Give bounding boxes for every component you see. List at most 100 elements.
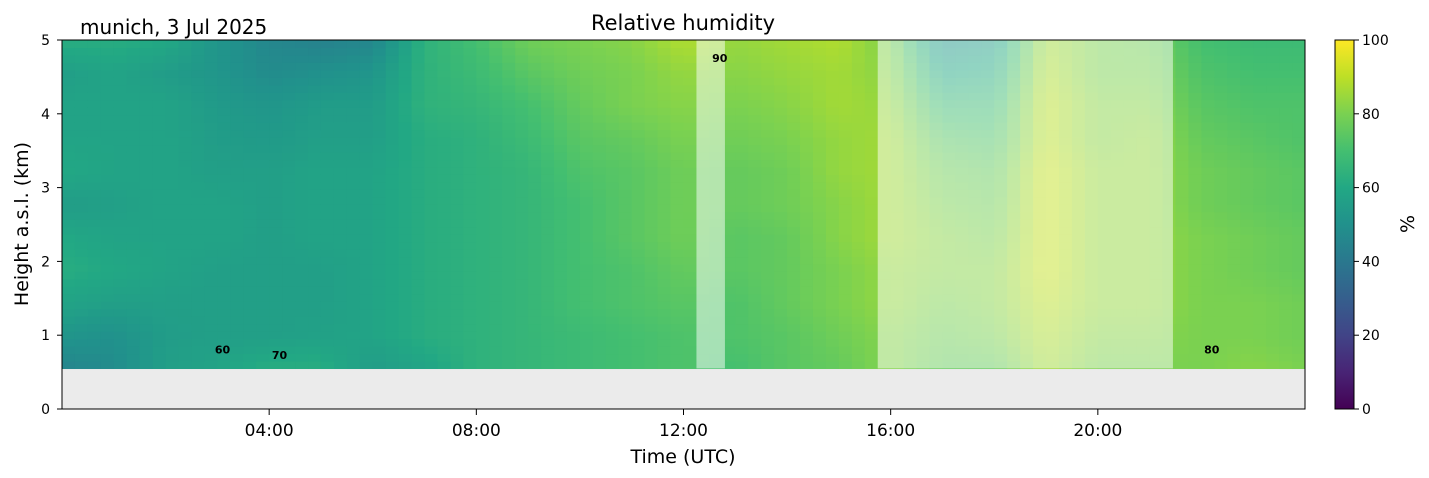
heatmap-cell — [489, 84, 503, 93]
y-tick-label: 0 — [41, 402, 50, 418]
heatmap-cell — [541, 331, 555, 340]
heatmap-cell — [411, 248, 426, 258]
heatmap-cell — [1214, 248, 1228, 258]
heatmap-cell — [295, 181, 309, 190]
heatmap-cell — [1227, 137, 1241, 146]
heatmap-cell — [320, 301, 335, 310]
heatmap-cell — [605, 331, 620, 340]
heatmap-cell — [502, 69, 516, 78]
heatmap-cell — [113, 144, 128, 153]
heatmap-cell — [359, 234, 374, 243]
heatmap-cell — [644, 122, 659, 131]
heatmap-cell — [346, 346, 361, 355]
heatmap-cell — [864, 151, 879, 161]
heatmap-cell — [87, 54, 102, 63]
heatmap-cell — [126, 338, 141, 347]
heatmap-cell — [864, 256, 879, 265]
heatmap-cell — [657, 323, 672, 332]
heatmap-cell — [74, 69, 89, 78]
heatmap-cell — [463, 122, 477, 131]
heatmap-cell — [295, 353, 309, 362]
heatmap-cell — [308, 316, 322, 325]
heatmap-cell — [256, 137, 270, 146]
heatmap-cell — [295, 99, 309, 108]
heatmap-cell — [269, 263, 283, 272]
heatmap-cell — [139, 92, 154, 101]
heatmap-cell — [165, 62, 180, 71]
heatmap-cell — [528, 47, 542, 56]
heatmap-cell — [126, 211, 141, 220]
heatmap-cell — [282, 204, 296, 213]
heatmap-cell — [722, 174, 736, 183]
heatmap-cell — [683, 92, 698, 101]
heatmap-cell — [618, 77, 633, 86]
heatmap-cell — [1292, 346, 1305, 355]
heatmap-cell — [566, 62, 581, 71]
heatmap-cell — [152, 84, 167, 93]
heatmap-cell — [1175, 107, 1190, 116]
heatmap-cell — [528, 40, 542, 49]
heatmap-cell — [851, 137, 866, 146]
heatmap-cell — [333, 338, 348, 347]
heatmap-cell — [851, 308, 866, 317]
heatmap-cell — [243, 234, 257, 243]
heatmap-cell — [139, 77, 154, 86]
heatmap-cell — [761, 204, 775, 213]
heatmap-cell — [333, 323, 348, 332]
heatmap-cell — [256, 92, 270, 101]
heatmap-cell — [618, 346, 633, 355]
heatmap-cell — [282, 47, 296, 56]
heatmap-cell — [605, 346, 620, 355]
heatmap-cell — [74, 122, 89, 131]
heatmap-cell — [87, 181, 102, 190]
heatmap-cell — [1175, 129, 1190, 138]
heatmap-cell — [320, 92, 335, 101]
heatmap-cell — [424, 271, 439, 280]
heatmap-cell — [1188, 54, 1203, 63]
heatmap-cell — [864, 40, 879, 49]
heatmap-cell — [165, 226, 180, 235]
heatmap-cell — [554, 278, 568, 287]
heatmap-cell — [1214, 196, 1228, 205]
heatmap-cell — [748, 151, 762, 161]
heatmap-cell — [256, 323, 270, 332]
heatmap-cell — [139, 353, 154, 362]
heatmap-cell — [191, 40, 206, 49]
heatmap-cell — [437, 107, 452, 116]
heatmap-cell — [592, 346, 607, 355]
heatmap-cell — [657, 219, 672, 228]
heatmap-cell — [372, 286, 387, 295]
heatmap-cell — [372, 353, 387, 362]
heatmap-cell — [74, 293, 89, 302]
heatmap-cell — [592, 241, 607, 250]
heatmap-cell — [126, 360, 141, 370]
heatmap-cell — [398, 84, 413, 93]
heatmap-cell — [320, 226, 335, 235]
heatmap-cell — [256, 248, 270, 258]
heatmap-cell — [463, 316, 477, 325]
heatmap-cell — [1279, 84, 1293, 93]
heatmap-cell — [683, 278, 698, 287]
heatmap-cell — [670, 47, 685, 56]
heatmap-cell — [398, 293, 413, 302]
heatmap-cell — [476, 189, 490, 198]
heatmap-cell — [62, 338, 76, 347]
heatmap-cell — [191, 189, 206, 198]
heatmap-cell — [204, 84, 218, 93]
heatmap-cell — [1266, 92, 1280, 101]
heatmap-cell — [333, 114, 348, 123]
heatmap-cell — [87, 263, 102, 272]
heatmap-cell — [74, 166, 89, 175]
heatmap-cell — [126, 159, 141, 168]
heatmap-cell — [722, 353, 736, 362]
heatmap-cell — [74, 129, 89, 138]
heatmap-cell — [385, 346, 400, 355]
heatmap-cell — [269, 47, 283, 56]
heatmap-cell — [320, 234, 335, 243]
heatmap-cell — [1279, 47, 1293, 56]
heatmap-cell — [748, 54, 762, 63]
heatmap-cell — [113, 166, 128, 175]
heatmap-cell — [761, 122, 775, 131]
heatmap-cell — [722, 114, 736, 123]
heatmap-cell — [398, 256, 413, 265]
